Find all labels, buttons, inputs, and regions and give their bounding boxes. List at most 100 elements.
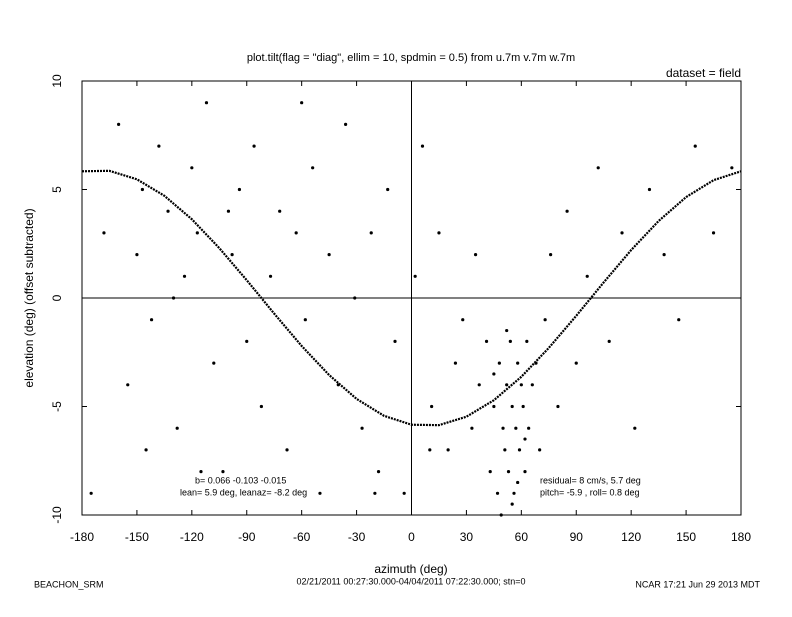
x-tick-label: -120 xyxy=(180,530,204,544)
point xyxy=(212,361,216,365)
x-tick-label: -180 xyxy=(70,530,94,544)
point xyxy=(166,209,170,213)
x-tick-label: 150 xyxy=(676,530,696,544)
point xyxy=(543,318,547,322)
point xyxy=(393,339,397,343)
point xyxy=(510,404,514,409)
point xyxy=(527,426,531,430)
x-tick-label: 60 xyxy=(515,530,529,544)
point xyxy=(677,318,681,322)
x-tick-label: -60 xyxy=(293,530,311,544)
x-tick-label: -150 xyxy=(125,530,149,544)
x-tick-label: 180 xyxy=(731,530,751,544)
point xyxy=(437,231,441,235)
x-tick-label: 90 xyxy=(570,530,584,544)
point xyxy=(662,253,666,257)
point xyxy=(430,404,434,409)
point xyxy=(268,274,273,278)
point xyxy=(497,361,501,365)
point xyxy=(461,318,465,322)
point xyxy=(453,361,458,365)
x-tick-label: -90 xyxy=(238,530,256,544)
point xyxy=(89,491,93,495)
point xyxy=(477,383,481,387)
point xyxy=(221,470,225,474)
x-tick-label: 30 xyxy=(460,530,474,544)
footer-right: NCAR 17:21 Jun 29 2013 MDT xyxy=(635,579,760,589)
point xyxy=(175,426,179,430)
point xyxy=(633,426,637,430)
point xyxy=(135,253,139,257)
point xyxy=(126,383,130,387)
point xyxy=(190,166,194,170)
point xyxy=(647,187,652,192)
point xyxy=(607,339,611,343)
point xyxy=(506,470,511,474)
point xyxy=(369,231,373,235)
point xyxy=(519,383,523,387)
fit-curve xyxy=(81,169,742,427)
x-tick-label: 0 xyxy=(408,530,415,544)
point xyxy=(252,144,256,148)
point xyxy=(259,404,263,409)
point xyxy=(523,470,527,474)
point xyxy=(470,426,474,430)
point xyxy=(549,253,553,257)
point xyxy=(245,339,249,343)
point xyxy=(344,122,348,126)
point xyxy=(492,404,496,409)
point xyxy=(446,448,450,452)
point xyxy=(318,491,322,495)
point xyxy=(530,383,534,387)
point xyxy=(204,101,209,105)
point xyxy=(386,187,390,192)
point xyxy=(413,274,417,278)
point xyxy=(300,101,304,105)
annotation: lean= 5.9 deg, leanaz= -8.2 deg xyxy=(180,487,307,497)
x-tick-label: 120 xyxy=(621,530,641,544)
annotation: b= 0.066 -0.103 -0.015 xyxy=(195,475,286,485)
point xyxy=(376,470,381,474)
subtitle: dataset = field xyxy=(666,66,741,80)
footer-left: BEACHON_SRM xyxy=(34,579,104,589)
point xyxy=(516,480,520,485)
y-axis-label: elevation (deg) (offset subtracted) xyxy=(22,208,36,387)
point xyxy=(149,318,154,322)
point xyxy=(492,372,496,376)
y-tick-label: -5 xyxy=(50,401,64,412)
point xyxy=(501,426,505,430)
point xyxy=(538,448,542,452)
point xyxy=(285,448,289,452)
point xyxy=(523,437,527,441)
point xyxy=(510,502,514,506)
point xyxy=(693,144,697,148)
point xyxy=(199,470,203,474)
point xyxy=(514,426,518,430)
annotation: residual= 8 cm/s, 5.7 deg xyxy=(540,475,641,485)
y-tick-label: -10 xyxy=(50,506,64,524)
point xyxy=(237,187,242,192)
point xyxy=(473,253,478,257)
point xyxy=(303,318,307,322)
point xyxy=(499,513,503,517)
point xyxy=(505,328,509,333)
point xyxy=(517,448,522,452)
point xyxy=(360,426,364,430)
point xyxy=(525,339,529,343)
point xyxy=(171,296,176,300)
point xyxy=(195,231,199,235)
y-tick-label: 0 xyxy=(50,294,64,301)
point xyxy=(556,404,560,409)
point xyxy=(420,144,425,148)
point xyxy=(157,144,161,148)
point xyxy=(373,491,377,495)
point xyxy=(226,209,231,213)
point xyxy=(484,339,489,343)
chart-title: plot.tilt(flag = "diag", ellim = 10, spd… xyxy=(247,52,575,64)
point xyxy=(512,491,516,495)
point xyxy=(353,296,357,300)
point xyxy=(102,231,106,235)
point xyxy=(144,448,148,452)
point xyxy=(495,491,500,495)
